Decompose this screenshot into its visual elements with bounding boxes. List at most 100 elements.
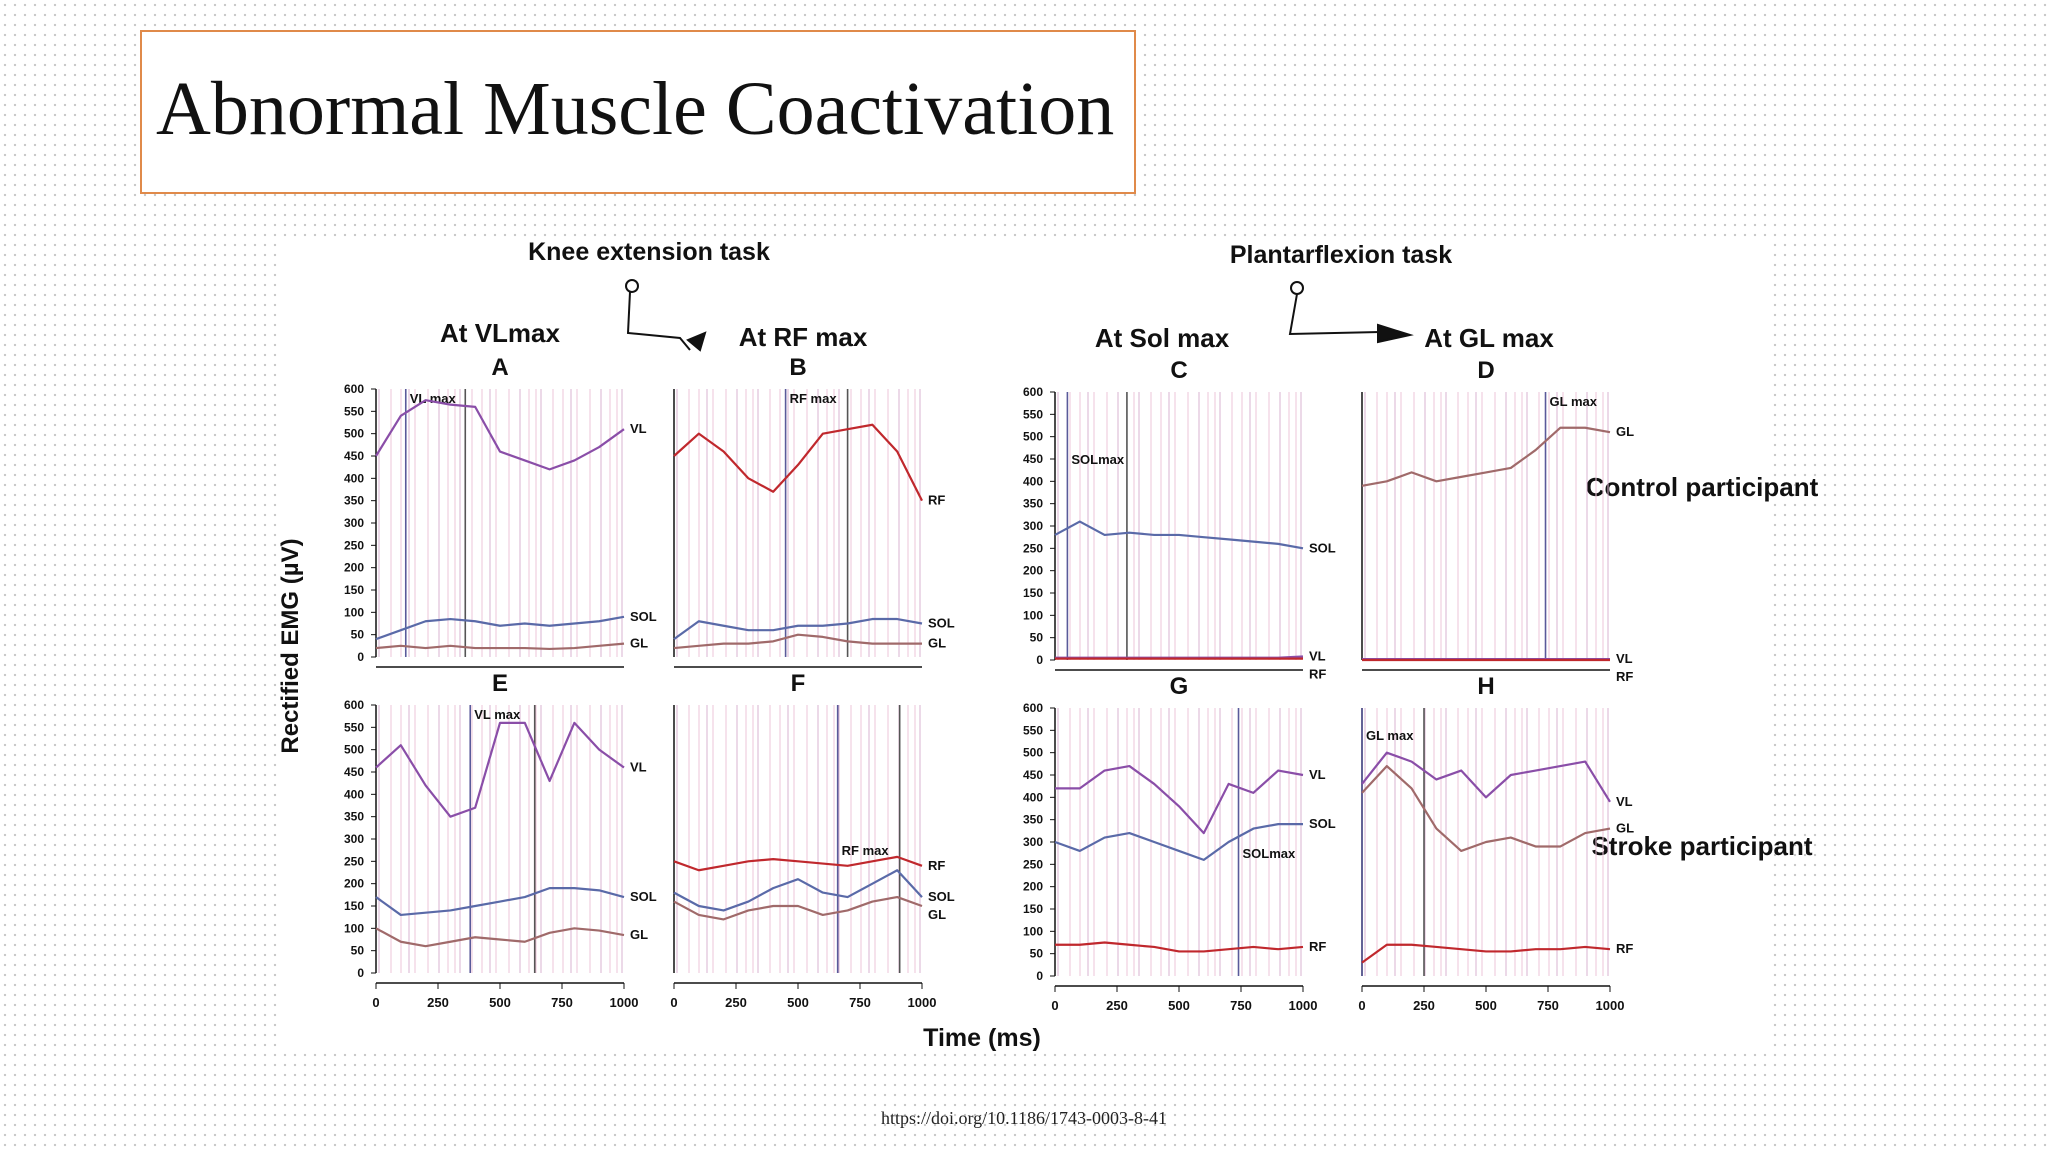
y-tick-label: 350 (1023, 813, 1043, 827)
y-tick-label: 550 (344, 404, 364, 418)
y-tick-label: 450 (1023, 452, 1043, 466)
series-line (673, 423, 923, 502)
y-tick-label: 400 (344, 787, 364, 801)
max-label: SOLmax (1243, 846, 1297, 861)
y-tick-label: 300 (1023, 835, 1043, 849)
task-label: Plantarflexion task (1230, 241, 1452, 269)
column-header: At RF max (739, 322, 868, 352)
x-tick-label: 1000 (908, 995, 937, 1010)
x-tick-label: 0 (1051, 998, 1058, 1013)
y-tick-label: 150 (1023, 586, 1043, 600)
panel-letter: C (1170, 357, 1187, 384)
series-line (673, 895, 923, 921)
x-tick-label: 500 (1168, 998, 1190, 1013)
y-tick-label: 50 (1030, 631, 1044, 645)
series-line (673, 617, 923, 641)
y-axis-label: Rectified EMG (µV) (277, 538, 304, 753)
y-tick-label: 500 (1023, 746, 1043, 760)
series-label: SOL (1309, 816, 1336, 831)
panel-letter: B (789, 354, 806, 381)
x-tick-label: 500 (1475, 998, 1497, 1013)
y-tick-label: 300 (1023, 519, 1043, 533)
y-tick-label: 0 (1036, 653, 1043, 667)
series-label: GL (630, 927, 648, 942)
series-label: VL (1309, 767, 1326, 782)
y-tick-label: 150 (344, 583, 364, 597)
x-tick-label: 1000 (1289, 998, 1318, 1013)
x-tick-label: 1000 (610, 995, 639, 1010)
x-tick-label: 750 (849, 995, 871, 1010)
y-tick-label: 600 (344, 698, 364, 712)
series-line (1054, 520, 1304, 550)
y-tick-label: 350 (344, 494, 364, 508)
slide-title: Abnormal Muscle Coactivation (156, 67, 1115, 151)
series-label: SOL (1309, 540, 1336, 555)
x-tick-label: 750 (551, 995, 573, 1010)
x-tick-label: 0 (670, 995, 677, 1010)
series-label: GL (1616, 424, 1634, 439)
y-tick-label: 300 (344, 832, 364, 846)
y-tick-label: 100 (344, 605, 364, 619)
y-tick-label: 0 (357, 650, 364, 664)
task-label: Knee extension task (528, 238, 770, 266)
y-tick-label: 600 (1023, 385, 1043, 399)
doi: https://doi.org/10.1186/1743-0003-8-41 (881, 1108, 1167, 1128)
series-label: RF (928, 858, 945, 873)
y-tick-label: 50 (351, 944, 365, 958)
y-tick-label: 400 (1023, 790, 1043, 804)
series-line (1055, 764, 1304, 835)
x-tick-label: 500 (787, 995, 809, 1010)
x-tick-label: 0 (1358, 998, 1365, 1013)
y-tick-label: 200 (1023, 564, 1043, 578)
series-line (1361, 943, 1611, 964)
x-axis-label: Time (ms) (923, 1024, 1041, 1052)
series-label: SOL (928, 889, 955, 904)
y-tick-label: 600 (1023, 701, 1043, 715)
y-tick-label: 300 (344, 516, 364, 530)
series-label: GL (928, 636, 946, 651)
y-tick-label: 350 (1023, 497, 1043, 511)
y-tick-label: 200 (344, 877, 364, 891)
x-tick-label: 250 (1106, 998, 1128, 1013)
series-line (673, 869, 923, 912)
series-label: VL (630, 421, 647, 436)
y-tick-label: 450 (344, 765, 364, 779)
max-label: GL max (1366, 728, 1414, 743)
y-tick-label: 400 (344, 471, 364, 485)
y-tick-label: 450 (344, 449, 364, 463)
series-line (375, 887, 625, 917)
max-label: RF max (842, 843, 890, 858)
y-tick-label: 600 (344, 382, 364, 396)
panel-letter: H (1477, 673, 1494, 700)
panel-letter: G (1170, 673, 1189, 700)
series-line (673, 633, 922, 650)
series-label: SOL (630, 889, 657, 904)
y-tick-label: 500 (1023, 430, 1043, 444)
y-tick-label: 400 (1023, 474, 1043, 488)
series-line (1361, 764, 1611, 853)
column-header: At Sol max (1095, 323, 1230, 353)
series-line (1055, 941, 1304, 953)
series-line (1361, 426, 1611, 487)
y-tick-label: 450 (1023, 768, 1043, 782)
series-label: VL (1616, 651, 1633, 666)
series-line (375, 721, 625, 818)
panel-letter: F (791, 670, 806, 697)
y-tick-label: 550 (1023, 407, 1043, 421)
x-tick-label: 750 (1537, 998, 1559, 1013)
y-tick-label: 350 (344, 810, 364, 824)
panel-letter: D (1477, 357, 1494, 384)
series-label: VL (1309, 648, 1326, 663)
x-tick-label: 500 (489, 995, 511, 1010)
y-tick-label: 250 (1023, 857, 1043, 871)
ankle-icon (1288, 281, 1414, 344)
y-tick-label: 100 (344, 921, 364, 935)
panel-letter: A (491, 354, 508, 381)
y-tick-label: 50 (351, 628, 365, 642)
x-tick-label: 0 (372, 995, 379, 1010)
panel-letter: E (492, 670, 508, 697)
y-tick-label: 50 (1030, 947, 1044, 961)
series-label: RF (928, 493, 945, 508)
row-label: Control participant (1586, 472, 1819, 502)
